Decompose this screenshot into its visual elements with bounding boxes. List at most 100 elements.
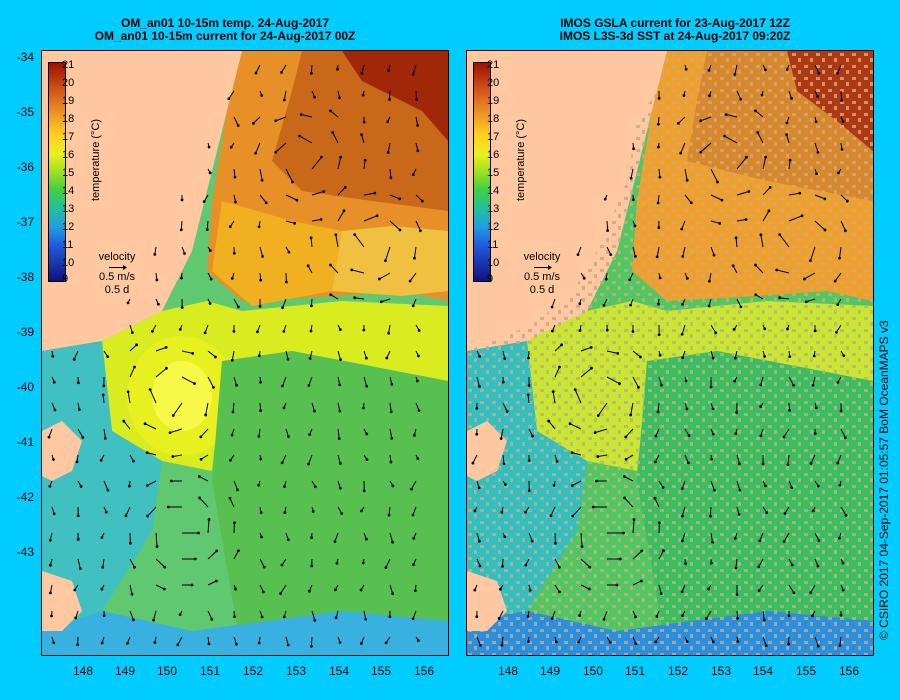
current-vector-arrow xyxy=(779,234,790,248)
colorbar-label: 13 xyxy=(487,203,500,215)
current-vector-head xyxy=(843,436,847,440)
current-vector-arrow xyxy=(834,272,842,282)
current-vector-arrow xyxy=(181,376,195,384)
current-vector-head xyxy=(654,640,658,644)
current-vector-head xyxy=(307,462,310,466)
colorbar-label: 10 xyxy=(62,257,75,269)
current-vector-arrow xyxy=(657,402,660,412)
current-vector-head xyxy=(606,229,610,233)
current-vectors-layer xyxy=(47,64,424,648)
current-vector-head xyxy=(573,388,577,392)
current-vector-arrow xyxy=(680,142,686,154)
model-map[interactable]: 21 20 19 18 17 16 15 14 13 12 11 10 9 te… xyxy=(41,50,449,656)
current-vector-head xyxy=(262,565,266,569)
current-vector-arrow xyxy=(786,134,790,144)
current-vector-head xyxy=(163,565,167,569)
colorbar-gradient xyxy=(49,63,65,281)
current-vector-head xyxy=(759,233,763,237)
current-vector-arrow xyxy=(788,192,800,196)
current-vector-head xyxy=(49,563,52,567)
current-vector-arrow xyxy=(207,376,214,388)
current-vector-head xyxy=(554,640,558,644)
current-vector-head xyxy=(657,145,660,149)
current-vector-head xyxy=(412,433,416,437)
current-vector-head xyxy=(122,419,126,423)
current-vector-head xyxy=(503,357,507,361)
current-vector-head xyxy=(329,109,332,113)
current-vector-head xyxy=(656,201,660,205)
sst-field xyxy=(467,51,873,655)
current-vector-head xyxy=(235,383,238,387)
current-vector-arrow xyxy=(415,194,423,202)
current-vector-arrow xyxy=(381,298,391,303)
current-vector-head xyxy=(550,305,554,309)
current-vector-head xyxy=(233,615,236,619)
current-vector-head xyxy=(101,565,105,569)
current-vector-head xyxy=(307,589,311,593)
current-vector-arrow xyxy=(332,132,339,144)
current-vector-arrow xyxy=(415,90,418,100)
current-vector-arrow xyxy=(281,454,287,463)
current-vector-head xyxy=(52,380,56,384)
x-tick-label: 154 xyxy=(328,664,350,678)
current-vector-head xyxy=(786,463,790,467)
current-vector-head xyxy=(176,643,180,647)
current-vector-head xyxy=(259,380,262,384)
current-vector-arrow xyxy=(838,246,842,259)
current-vector-head xyxy=(550,617,554,620)
current-vector-head xyxy=(622,531,625,535)
current-vector-head xyxy=(308,433,312,436)
current-vector-head xyxy=(287,250,291,254)
current-vector-head xyxy=(132,618,135,622)
current-vector-head xyxy=(293,221,297,225)
current-vector-head xyxy=(102,384,106,388)
current-vector-head xyxy=(333,540,337,543)
current-vector-head xyxy=(804,300,808,304)
current-vector-arrow xyxy=(299,135,313,144)
colorbar-label: 19 xyxy=(487,95,500,107)
current-vector-head xyxy=(237,549,240,553)
colorbar-label: 14 xyxy=(487,185,500,197)
current-vector-head xyxy=(309,71,313,75)
velocity-legend-speed: 0.5 m/s xyxy=(523,271,561,283)
current-vector-head xyxy=(236,124,240,127)
current-vector-head xyxy=(761,462,765,466)
model-title-line2: OM_an01 10-15m current for 24-Aug-2017 0… xyxy=(94,29,356,43)
current-vector-head xyxy=(274,119,278,123)
current-vector-arrow xyxy=(335,234,339,248)
observation-map[interactable]: 21 20 19 18 17 16 15 14 13 12 11 10 9 te… xyxy=(466,50,874,656)
current-vector-head xyxy=(100,536,104,539)
current-vector-arrow xyxy=(155,532,158,547)
current-vector-head xyxy=(699,119,703,123)
current-vector-arrow xyxy=(476,532,480,542)
current-vector-head xyxy=(417,329,421,332)
current-vector-head xyxy=(477,486,481,490)
current-vector-head xyxy=(524,510,527,514)
current-vector-head xyxy=(338,462,342,465)
current-vector-arrow xyxy=(762,186,771,196)
current-vector-head xyxy=(171,455,175,458)
current-vector-arrow xyxy=(736,454,740,465)
current-vector-head xyxy=(609,253,613,256)
current-vector-arrow xyxy=(810,584,816,593)
current-vector-arrow xyxy=(804,272,816,280)
current-vector-head xyxy=(145,484,149,487)
current-vector-head xyxy=(582,276,586,280)
current-vector-head xyxy=(280,563,284,567)
current-vector-head xyxy=(308,356,312,360)
current-vector-head xyxy=(816,484,820,488)
current-vector-head xyxy=(306,264,310,268)
current-vector-arrow xyxy=(354,234,365,248)
current-vector-head xyxy=(364,537,368,541)
current-vector-head xyxy=(329,293,333,297)
current-vector-head xyxy=(782,540,786,543)
velocity-legend: velocity 0.5 m/s 0.5 d xyxy=(517,251,567,297)
current-vector-head xyxy=(178,327,182,331)
current-vector-arrow xyxy=(710,246,715,256)
current-vector-head xyxy=(104,510,108,514)
current-vector-head xyxy=(660,383,663,387)
current-vector-head xyxy=(281,306,284,310)
current-vector-head xyxy=(680,539,684,543)
current-vector-arrow xyxy=(684,168,688,181)
current-vector-head xyxy=(737,512,741,516)
